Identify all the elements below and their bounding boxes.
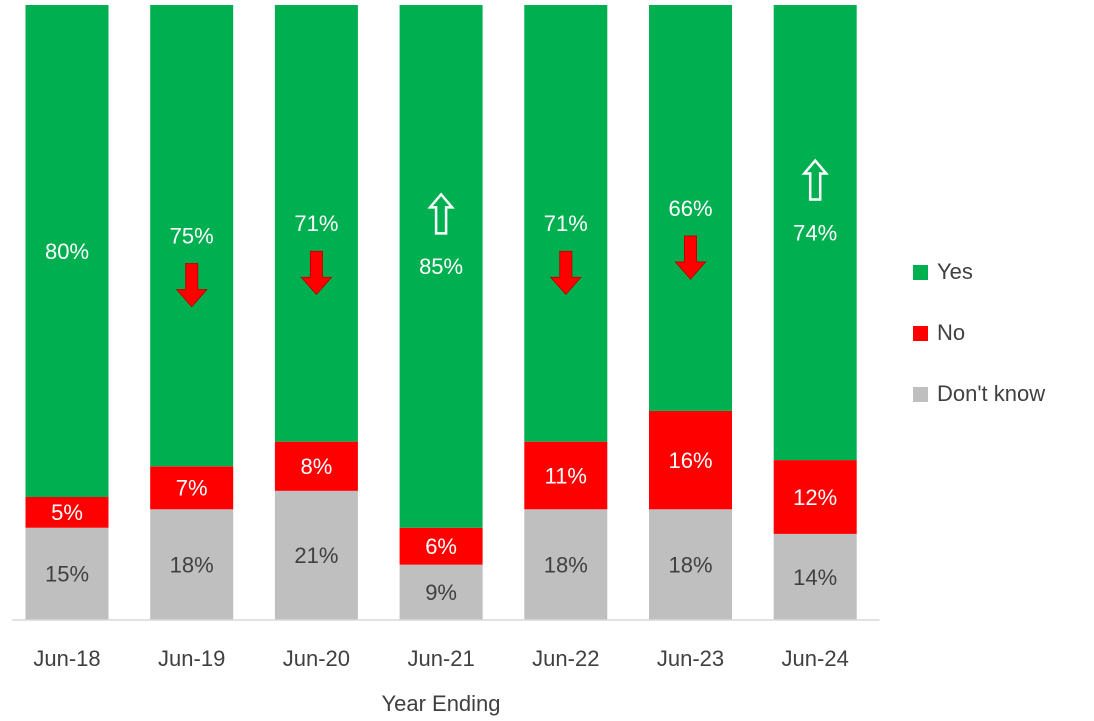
data-label: 12% <box>793 485 837 510</box>
data-label: 71% <box>544 211 588 236</box>
data-label: 18% <box>170 552 214 577</box>
bar-segment <box>524 5 608 442</box>
x-tick-label: Jun-24 <box>782 646 849 671</box>
data-label: 18% <box>668 552 712 577</box>
data-label: 9% <box>425 580 457 605</box>
bar-segment <box>399 5 483 528</box>
data-label: 66% <box>668 196 712 221</box>
bar-segment <box>150 466 234 510</box>
legend-swatch <box>913 265 928 280</box>
up-arrow <box>427 192 455 235</box>
data-label: 75% <box>170 223 214 248</box>
legend-label: Don't know <box>937 381 1045 406</box>
down-arrow <box>175 263 208 308</box>
x-axis-title: Year Ending <box>381 691 500 716</box>
bar-segment <box>773 460 857 534</box>
data-label: 8% <box>301 454 333 479</box>
bar-segment <box>773 5 857 461</box>
legend-swatch <box>913 326 928 341</box>
data-label: 85% <box>419 254 463 279</box>
bar-segment <box>524 441 608 510</box>
data-label: 80% <box>45 239 89 264</box>
bar-segment <box>274 441 358 491</box>
x-tick-label: Jun-20 <box>283 646 350 671</box>
data-label: 14% <box>793 565 837 590</box>
down-arrow <box>549 250 582 296</box>
data-label: 5% <box>51 500 83 525</box>
bar-segment <box>524 509 608 620</box>
legend-swatch <box>913 387 928 402</box>
data-label: 71% <box>294 211 338 236</box>
data-label: 21% <box>294 543 338 568</box>
up-arrow <box>801 158 829 201</box>
down-arrow <box>674 235 707 280</box>
x-tick-label: Jun-21 <box>407 646 474 671</box>
x-tick-label: Jun-23 <box>657 646 724 671</box>
data-label: 18% <box>544 552 588 577</box>
bar-segment <box>649 410 732 510</box>
bar-segment <box>150 5 234 467</box>
bar-segment <box>773 533 857 620</box>
bar-segment <box>25 5 109 497</box>
data-label: 15% <box>45 562 89 587</box>
down-arrow <box>300 250 333 296</box>
data-label: 74% <box>793 220 837 245</box>
bar-segment <box>649 509 732 620</box>
bar-segment <box>274 490 358 620</box>
bar-segment <box>399 527 483 565</box>
legend-label: Yes <box>937 259 973 284</box>
bar-segment <box>274 5 358 442</box>
data-label: 16% <box>668 448 712 473</box>
bar-segment <box>399 564 483 620</box>
bar-segment <box>150 509 234 620</box>
data-label: 6% <box>425 534 457 559</box>
bar-segment <box>649 5 732 411</box>
data-label: 11% <box>545 463 587 488</box>
x-tick-label: Jun-18 <box>33 646 100 671</box>
legend-label: No <box>937 320 965 345</box>
bar-segment <box>25 527 109 620</box>
x-tick-label: Jun-19 <box>158 646 225 671</box>
data-label: 7% <box>176 476 208 501</box>
bar-segment <box>25 497 109 528</box>
x-tick-label: Jun-22 <box>532 646 599 671</box>
